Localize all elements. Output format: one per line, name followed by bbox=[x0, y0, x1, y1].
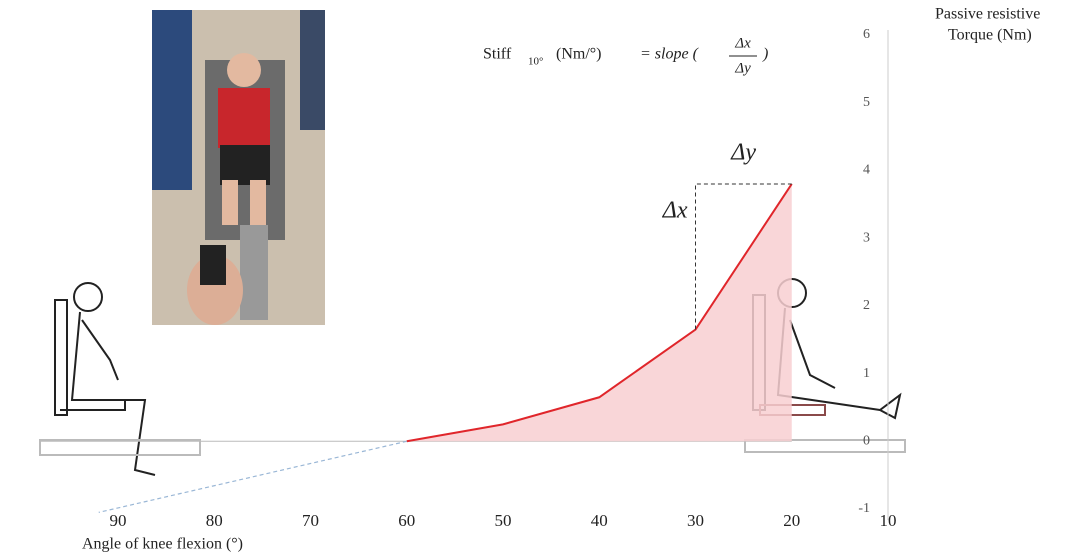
y-tick-label: 0 bbox=[863, 434, 870, 449]
y-tick-label: 3 bbox=[863, 230, 870, 245]
figure-left bbox=[39, 282, 201, 476]
y-tick-label: -1 bbox=[858, 501, 870, 516]
formula-lhs: Stiff bbox=[483, 46, 512, 63]
formula-sub: 10° bbox=[528, 56, 543, 68]
photo bbox=[152, 10, 325, 325]
formula-close: ) bbox=[762, 46, 768, 63]
formula-num: Δx bbox=[734, 35, 751, 51]
x-tick-label: 50 bbox=[495, 511, 512, 530]
x-tick-label: 90 bbox=[110, 511, 127, 530]
y-tick-label: 2 bbox=[863, 298, 870, 313]
formula-den: Δy bbox=[734, 60, 751, 76]
x-tick-label: 10 bbox=[880, 511, 897, 530]
area bbox=[406, 183, 792, 442]
line bbox=[406, 183, 793, 443]
x-label: Angle of knee flexion (°) bbox=[82, 536, 243, 553]
x-tick-label: 60 bbox=[398, 511, 415, 530]
y-tick-label: 6 bbox=[863, 27, 870, 42]
x-tick-label: 80 bbox=[206, 511, 223, 530]
x-tick-label: 70 bbox=[302, 511, 319, 530]
y-tick-label: 4 bbox=[863, 163, 870, 178]
y-tick-label: 1 bbox=[863, 366, 870, 381]
formula-unit: (Nm/°) bbox=[556, 46, 602, 63]
delta-y-label: Δy bbox=[730, 139, 756, 165]
y-tick-label: 5 bbox=[863, 95, 870, 110]
x-tick-label: 30 bbox=[687, 511, 704, 530]
x-tick-label: 40 bbox=[591, 511, 608, 530]
y-label: Torque (Nm) bbox=[948, 27, 1032, 44]
formula-rhs: = slope ( bbox=[640, 46, 700, 63]
delta-x-label: Δx bbox=[662, 197, 688, 223]
line bbox=[98, 440, 407, 513]
x-tick-label: 20 bbox=[783, 511, 800, 530]
y-label: Passive resistive bbox=[935, 6, 1040, 23]
